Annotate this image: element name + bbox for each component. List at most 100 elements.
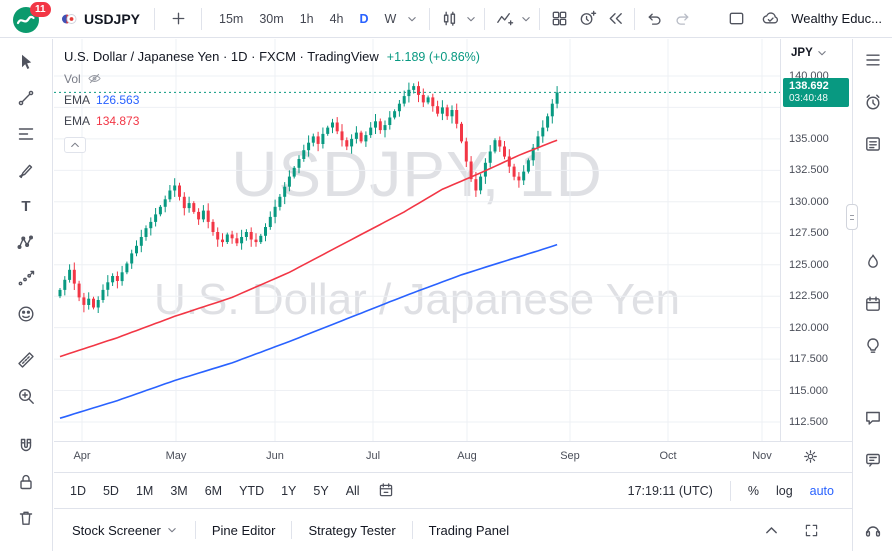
tab-strategy-tester[interactable]: Strategy Tester: [292, 523, 411, 538]
chart-area[interactable]: USDJPY, 1D U.S. Dollar / Japanese Yen U.…: [54, 39, 852, 441]
caret-down-icon[interactable]: [464, 12, 478, 26]
fib-retracement-icon[interactable]: [14, 123, 38, 145]
symbol-switcher[interactable]: USDJPY: [56, 8, 144, 30]
tab-trading-panel[interactable]: Trading Panel: [413, 523, 525, 538]
ema-value: 134.873: [96, 114, 140, 128]
help-icon[interactable]: [861, 519, 885, 541]
range-6m[interactable]: 6M: [204, 483, 223, 498]
usdjpy-flags-icon: [60, 10, 78, 28]
timeframe-4h[interactable]: 4h: [329, 11, 344, 26]
forecast-icon[interactable]: [14, 267, 38, 289]
timeframe-1h[interactable]: 1h: [299, 11, 314, 26]
time-axis-month[interactable]: Sep: [560, 450, 580, 462]
clock-utc[interactable]: 17:19:11 (UTC): [627, 483, 713, 498]
currency-selector[interactable]: JPY: [791, 46, 829, 60]
time-axis-month[interactable]: May: [165, 450, 187, 462]
range-1m[interactable]: 1M: [135, 483, 154, 498]
chart-legend: U.S. Dollar / Japanese Yen · 1D · FXCM ·…: [64, 49, 480, 153]
chat-icon[interactable]: [861, 407, 885, 429]
tab-divider: [194, 521, 196, 539]
ema-indicator-row[interactable]: EMA 126.563: [64, 93, 480, 107]
eye-slash-icon[interactable]: [87, 71, 102, 86]
percent-scale-button[interactable]: %: [747, 483, 759, 498]
compare-add-symbol-icon[interactable]: [165, 6, 191, 32]
timeframe-w[interactable]: W: [384, 11, 397, 26]
ideas-icon[interactable]: [861, 335, 885, 357]
notification-badge[interactable]: 11: [30, 1, 51, 17]
indicators-icon[interactable]: [491, 6, 517, 32]
ruler-icon[interactable]: [14, 349, 38, 371]
toolbar-separator: [634, 7, 636, 30]
range-3m[interactable]: 3M: [170, 483, 188, 498]
timeframe-d[interactable]: D: [359, 11, 369, 26]
price-scale-label: 112.500: [789, 415, 828, 428]
account-name[interactable]: Wealthy Educ...: [791, 11, 882, 26]
layout-grid-icon[interactable]: [546, 6, 572, 32]
tab-pine-editor[interactable]: Pine Editor: [196, 523, 292, 538]
svg-text:T: T: [21, 198, 30, 215]
time-axis-month[interactable]: Oct: [659, 450, 677, 462]
redo-icon[interactable]: [669, 6, 695, 32]
calendar-icon[interactable]: [861, 293, 885, 315]
volume-indicator-row[interactable]: Vol: [64, 71, 480, 86]
price-scale-label: 125.000: [789, 258, 829, 271]
magnet-icon[interactable]: [14, 435, 38, 457]
time-axis[interactable]: Apr May Jun Jul Aug Sep Oct Nov: [54, 441, 852, 472]
log-scale-button[interactable]: log: [775, 483, 793, 498]
brush-icon[interactable]: [14, 159, 38, 181]
candles-icon[interactable]: [436, 6, 462, 32]
timeframe-15m[interactable]: 15m: [219, 11, 244, 26]
goto-date-icon[interactable]: [377, 481, 397, 501]
price-scale-label: 130.000: [789, 195, 829, 208]
watchlist-icon[interactable]: [861, 49, 885, 71]
lock-icon[interactable]: [14, 471, 38, 493]
auto-scale-button[interactable]: auto: [809, 483, 834, 498]
ema-value: 126.563: [96, 93, 140, 107]
caret-down-icon[interactable]: [519, 12, 533, 26]
range-5d[interactable]: 5D: [102, 483, 119, 498]
time-axis-month[interactable]: Nov: [752, 450, 772, 462]
timeframe-30m[interactable]: 30m: [259, 11, 284, 26]
panel-toggle-icon[interactable]: [723, 6, 749, 32]
price-scale[interactable]: JPY 138.692 03:40:48 140.000 135.000 132.5…: [780, 39, 852, 441]
panel-resize-handle[interactable]: [846, 204, 858, 230]
trendline-icon[interactable]: [14, 87, 38, 109]
tabs-bar-right: [758, 517, 838, 543]
legend-title[interactable]: U.S. Dollar / Japanese Yen · 1D · FXCM ·…: [64, 49, 379, 64]
ema-label: EMA: [64, 114, 91, 128]
candlestick-chart[interactable]: [54, 39, 780, 441]
time-axis-month[interactable]: Aug: [457, 450, 477, 462]
cloud-saved-icon[interactable]: [757, 6, 783, 32]
collapse-panel-icon[interactable]: [758, 517, 784, 543]
range-5y[interactable]: 5Y: [313, 483, 329, 498]
xabcd-pattern-icon[interactable]: [14, 231, 38, 253]
range-1d[interactable]: 1D: [70, 483, 86, 498]
broker-logo[interactable]: 11: [10, 1, 51, 36]
messages-icon[interactable]: [861, 449, 885, 471]
timeframe-menu-caret-icon[interactable]: [405, 12, 419, 26]
time-axis-month[interactable]: Apr: [73, 450, 91, 462]
tab-label: Trading Panel: [428, 522, 510, 538]
trash-icon[interactable]: [14, 507, 38, 529]
legend-collapse-button[interactable]: [64, 137, 86, 153]
news-icon[interactable]: [861, 133, 885, 155]
emoji-icon[interactable]: [14, 303, 38, 325]
undo-icon[interactable]: [641, 6, 667, 32]
ema-indicator-row[interactable]: EMA 134.873: [64, 114, 480, 128]
alert-clock-icon[interactable]: [861, 91, 885, 113]
legend-change: +1.189 (+0.86%): [386, 49, 480, 64]
range-ytd[interactable]: YTD: [239, 483, 265, 498]
time-axis-month[interactable]: Jun: [266, 450, 284, 462]
hotlist-icon[interactable]: [861, 251, 885, 273]
gear-icon[interactable]: [802, 448, 820, 466]
time-axis-month[interactable]: Jul: [365, 450, 381, 462]
text-icon[interactable]: T: [14, 195, 38, 217]
alert-plus-icon[interactable]: [574, 6, 600, 32]
replay-icon[interactable]: [602, 6, 628, 32]
cursor-icon[interactable]: [14, 51, 38, 73]
maximize-panel-icon[interactable]: [798, 517, 824, 543]
range-all[interactable]: All: [345, 483, 360, 498]
zoom-icon[interactable]: [14, 385, 38, 407]
tab-stock-screener[interactable]: Stock Screener: [68, 523, 195, 538]
range-1y[interactable]: 1Y: [281, 483, 297, 498]
